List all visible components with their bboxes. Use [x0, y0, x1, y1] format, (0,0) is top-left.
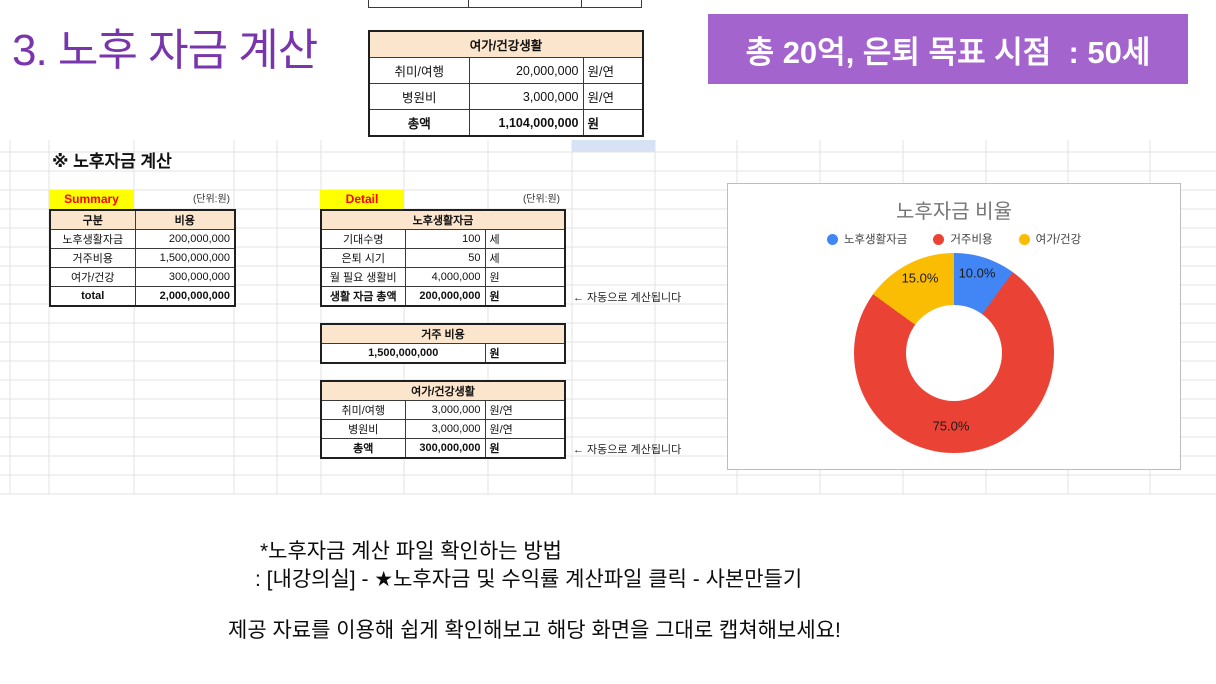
row-value: 1,500,000,000 — [320, 343, 486, 364]
legend-item: 여가/건강 — [1018, 231, 1082, 247]
row-value: 2,000,000,000 — [134, 286, 236, 307]
row-label: 은퇴 시기 — [320, 248, 406, 268]
legend-label: 거주비용 — [950, 234, 993, 246]
row-unit: 원/연 — [582, 83, 644, 110]
table-row: 기대수명 100 세 — [320, 229, 566, 249]
table-row-total: 생활 자금 총액 200,000,000 원 — [320, 286, 566, 307]
row-unit: 원 — [484, 438, 566, 459]
row-label: 총액 — [368, 109, 470, 137]
row-value: 3,000,000 — [468, 83, 584, 110]
row-value: 300,000,000 — [134, 267, 236, 287]
legend-item: 노후생활자금 — [826, 231, 908, 247]
table-title: 여가/건강생활 — [320, 380, 566, 401]
table-row: 병원비 3,000,000 원/연 — [368, 83, 644, 110]
table-row: 취미/여행 20,000,000 원/연 — [368, 57, 644, 84]
row-value: 1,104,000,000 — [468, 109, 584, 137]
row-value: 4,000,000 — [404, 267, 486, 287]
table-row: 병원비 3,000,000 원/연 — [320, 419, 566, 439]
table-title: 거주 비용 — [320, 323, 566, 344]
retirement-ratio-chart: 노후자금 비율 노후생활자금 거주비용 여가/건강 10.0% 15.0% 75… — [727, 183, 1181, 470]
col-header: 구분 — [49, 209, 136, 230]
row-value: 3,000,000 — [404, 400, 486, 420]
row-value: 20,000,000 — [468, 57, 584, 84]
table-row: 1,500,000,000 원 — [320, 343, 566, 364]
row-value: 200,000,000 — [404, 286, 486, 307]
row-label: 총액 — [320, 438, 406, 459]
row-value: 300,000,000 — [404, 438, 486, 459]
row-unit: 원 — [582, 109, 644, 137]
summary-tag: Summary — [49, 190, 134, 209]
leisure-health-table: 여가/건강생활 취미/여행 3,000,000 원/연 병원비 3,000,00… — [320, 380, 566, 459]
table-row: 은퇴 시기 50 세 — [320, 248, 566, 268]
row-unit: 원/연 — [484, 419, 566, 439]
row-label: 기대수명 — [320, 229, 406, 249]
row-label: 거주비용 — [49, 248, 136, 268]
life-funds-table: 노후생활자금 기대수명 100 세 은퇴 시기 50 세 월 필요 생활비 4,… — [320, 209, 566, 307]
chart-legend: 노후생활자금 거주비용 여가/건강 — [728, 231, 1180, 247]
row-label: 여가/건강 — [49, 267, 136, 287]
row-label: 노후생활자금 — [49, 229, 136, 249]
legend-label: 노후생활자금 — [843, 234, 908, 246]
selected-cell-remnant — [572, 140, 655, 152]
footer-line-3: 제공 자료를 이용해 쉽게 확인해보고 해당 화면을 그대로 캡쳐해보세요! — [228, 619, 841, 642]
detail-tag: Detail — [320, 190, 404, 209]
summary-table: 구분 비용 노후생활자금 200,000,000 거주비용 1,500,000,… — [49, 209, 236, 307]
footer-line-1: *노후자금 계산 파일 확인하는 방법 — [260, 540, 562, 563]
row-value: 50 — [404, 248, 486, 268]
table-row: 여가/건강 300,000,000 — [49, 267, 236, 287]
legend-item: 거주비용 — [933, 231, 993, 247]
row-label: 취미/여행 — [320, 400, 406, 420]
row-label: 병원비 — [368, 83, 470, 110]
sheet-heading: ※ 노후자금 계산 — [52, 152, 172, 171]
legend-dot-red — [933, 233, 945, 245]
table-row-total: total 2,000,000,000 — [49, 286, 236, 307]
table-title: 여가/건강생활 — [368, 30, 644, 58]
table-row: 거주비용 1,500,000,000 — [49, 248, 236, 268]
footer-line-2: : [내강의실] - ★노후자금 및 수익률 계산파일 클릭 - 사본만들기 — [255, 568, 803, 591]
table-row: 취미/여행 3,000,000 원/연 — [320, 400, 566, 420]
table-title: 노후생활자금 — [320, 209, 566, 230]
row-unit: 원 — [484, 267, 566, 287]
legend-label: 여가/건강 — [1035, 234, 1082, 246]
row-unit: 원/연 — [484, 400, 566, 420]
fragment-divider — [581, 0, 582, 7]
slice-label-blue: 10.0% — [958, 265, 996, 281]
chart-title: 노후자금 비율 — [896, 201, 1012, 223]
auto-calc-note: ← 자동으로 계산됩니다 — [573, 292, 682, 304]
table-row-total: 총액 300,000,000 원 — [320, 438, 566, 459]
table-row: 월 필요 생활비 4,000,000 원 — [320, 267, 566, 287]
row-unit: 원 — [484, 286, 566, 307]
row-value: 100 — [404, 229, 486, 249]
page-title: 3. 노후 자금 계산 — [12, 26, 318, 75]
row-label: 월 필요 생활비 — [320, 267, 406, 287]
row-value: 3,000,000 — [404, 419, 486, 439]
donut — [854, 253, 1054, 453]
row-unit: 원 — [484, 343, 566, 364]
fragment-divider — [468, 0, 469, 7]
auto-calc-note: ← 자동으로 계산됩니다 — [573, 444, 682, 456]
cutoff-table-fragment — [368, 0, 642, 8]
row-unit: 세 — [484, 248, 566, 268]
legend-dot-blue — [826, 233, 838, 245]
row-unit: 원/연 — [582, 57, 644, 84]
legend-dot-yellow — [1018, 233, 1030, 245]
row-unit: 세 — [484, 229, 566, 249]
table-row: 노후생활자금 200,000,000 — [49, 229, 236, 249]
row-label: 생활 자금 총액 — [320, 286, 406, 307]
summary-unit-note: (단위:원) — [192, 194, 230, 205]
row-label: 취미/여행 — [368, 57, 470, 84]
goal-banner: 총 20억, 은퇴 목표 시점 : 50세 — [708, 14, 1188, 84]
detail-unit-note: (단위:원) — [522, 194, 560, 205]
row-value: 200,000,000 — [134, 229, 236, 249]
row-value: 1,500,000,000 — [134, 248, 236, 268]
top-leisure-table: 여가/건강생활 취미/여행 20,000,000 원/연 병원비 3,000,0… — [368, 30, 645, 137]
col-header: 비용 — [134, 209, 236, 230]
slice-label-red: 75.0% — [932, 418, 970, 434]
row-label: 병원비 — [320, 419, 406, 439]
slice-label-yellow: 15.0% — [901, 270, 939, 286]
row-label: total — [49, 286, 136, 307]
housing-cost-table: 거주 비용 1,500,000,000 원 — [320, 323, 567, 364]
table-row-total: 총액 1,104,000,000 원 — [368, 109, 644, 137]
